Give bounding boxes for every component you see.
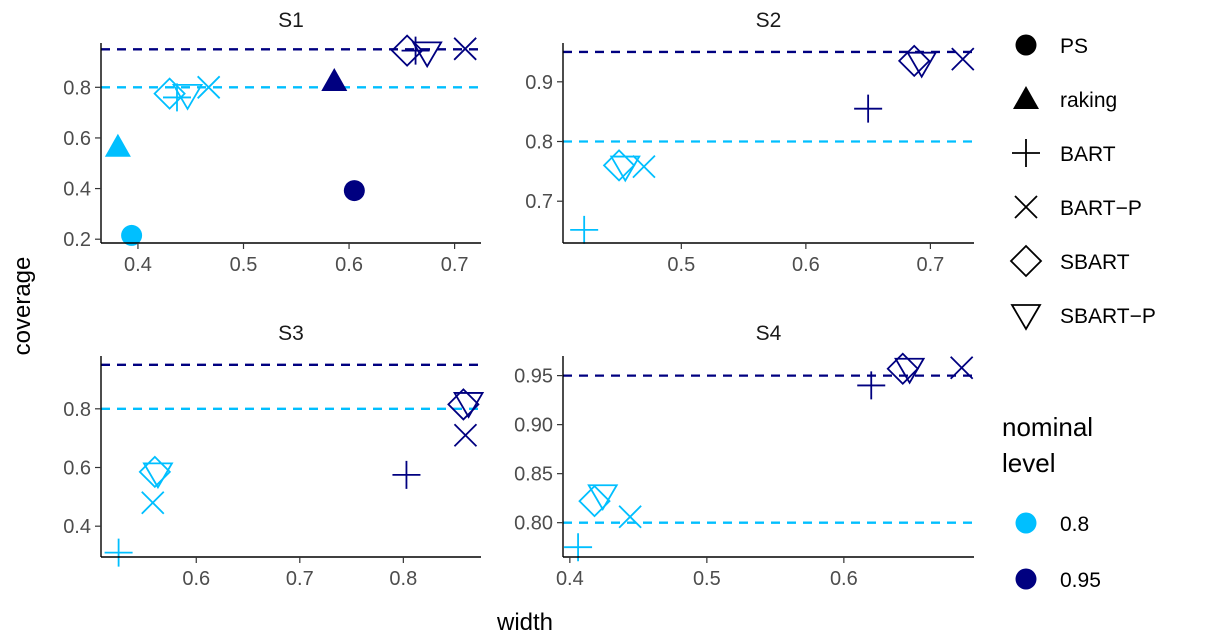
legend-shape-label: BART <box>1060 143 1116 166</box>
legend-shape-label: raking <box>1060 89 1117 112</box>
point-bart-p-0-95 <box>950 356 974 380</box>
y-tick-label: 0.4 <box>63 179 91 201</box>
color-legend-title: nominal <box>1002 412 1093 442</box>
y-axis-title: coverage <box>9 257 36 356</box>
point-sbart-0-95 <box>897 44 931 78</box>
color-legend: nominal level 0.8 0.95 <box>1002 412 1101 592</box>
point-bart-p-0-8 <box>632 154 656 179</box>
x-tick-label: 0.5 <box>667 254 695 276</box>
x-tick-label: 0.5 <box>230 254 258 276</box>
y-tick-label: 0.6 <box>63 458 91 480</box>
point-sbart-p-0-95 <box>453 392 485 419</box>
shape-legend: PS raking BART BART−P SBART SBART−P <box>1009 34 1156 331</box>
point-bart-p-0-95 <box>951 47 975 71</box>
point-bart-p-0-8 <box>141 491 165 515</box>
x-tick-label: 0.7 <box>917 254 945 276</box>
panel-s4: S4 0.4 0.5 0.6 0.80 0.85 0.90 0.95 <box>514 322 974 590</box>
legend-triangle-down-icon <box>1010 304 1042 331</box>
legend-color-dot-icon <box>1015 512 1037 534</box>
y-tick-label: 0.85 <box>514 464 553 486</box>
x-tick-label: 0.6 <box>335 254 363 276</box>
panel-title: S4 <box>756 322 782 345</box>
point-sbart-p-0-95 <box>894 357 926 385</box>
legend-shape-label: SBART <box>1060 251 1130 274</box>
point-sbart-0-8 <box>602 149 636 182</box>
x-tick-label: 0.4 <box>556 568 584 590</box>
color-legend-title: level <box>1002 448 1055 478</box>
point-sbart-0-95 <box>447 388 480 421</box>
point-sbart-p-0-8 <box>587 484 619 512</box>
x-tick-label: 0.8 <box>389 568 417 590</box>
y-tick-label: 0.95 <box>514 366 553 388</box>
legend-shape-label: BART−P <box>1060 197 1142 220</box>
x-tick-label: 0.6 <box>182 568 210 590</box>
point-raking-0-8 <box>104 133 131 157</box>
y-tick-label: 0.80 <box>514 513 553 535</box>
legend-shape-label: PS <box>1060 35 1088 58</box>
point-bart-p-0-8 <box>197 75 221 99</box>
point-ps-0-8 <box>121 224 143 246</box>
point-bart-p-0-8 <box>618 505 642 529</box>
panel-title: S1 <box>278 9 304 32</box>
legend-shape-label: SBART−P <box>1060 305 1156 328</box>
x-tick-label: 0.7 <box>441 254 469 276</box>
point-bart-0-8 <box>163 83 191 112</box>
legend-color-dot-icon <box>1015 568 1037 590</box>
y-tick-label: 0.6 <box>63 128 91 150</box>
point-sbart-0-8 <box>138 455 172 489</box>
point-bart-0-8 <box>570 215 599 244</box>
point-bart-0-95 <box>857 371 886 400</box>
y-tick-label: 0.8 <box>63 77 91 99</box>
point-raking-0-95 <box>321 67 348 91</box>
point-sbart-p-0-8 <box>142 462 174 490</box>
legend-color-label: 0.95 <box>1060 569 1101 592</box>
panel-title: S2 <box>756 9 782 32</box>
y-tick-label: 0.8 <box>525 132 553 154</box>
point-sbart-p-0-95 <box>411 41 443 69</box>
y-tick-label: 0.4 <box>63 516 91 538</box>
legend-circle-icon <box>1015 34 1037 56</box>
panel-s1: S1 0.4 0.5 0.6 0.7 0.2 0.4 0.6 0.8 <box>63 9 481 276</box>
legend-plus-icon <box>1012 139 1040 167</box>
x-axis-title: width <box>496 609 553 636</box>
point-sbart-p-0-8 <box>609 155 641 183</box>
y-tick-label: 0.2 <box>63 229 91 251</box>
point-sbart-0-95 <box>390 34 424 67</box>
x-tick-label: 0.6 <box>830 568 858 590</box>
panel-s2: S2 0.5 0.6 0.7 0.7 0.8 0.9 <box>525 9 975 276</box>
legend-color-label: 0.8 <box>1060 513 1089 536</box>
x-tick-label: 0.5 <box>693 568 721 590</box>
legend-diamond-icon <box>1009 244 1043 278</box>
x-tick-label: 0.7 <box>286 568 314 590</box>
point-sbart-0-8 <box>578 484 611 518</box>
y-tick-label: 0.9 <box>525 72 553 94</box>
point-bart-p-0-95 <box>453 37 477 61</box>
point-sbart-0-95 <box>886 352 920 386</box>
y-tick-label: 0.90 <box>514 415 553 437</box>
point-bart-0-95 <box>392 460 421 489</box>
point-sbart-0-8 <box>153 77 186 110</box>
panel-s3: S3 0.6 0.7 0.8 0.4 0.6 0.8 <box>63 322 485 590</box>
x-tick-label: 0.4 <box>124 254 152 276</box>
y-tick-label: 0.8 <box>63 399 91 421</box>
legend-cross-icon <box>1014 195 1038 219</box>
point-bart-0-95 <box>854 94 883 123</box>
y-tick-label: 0.7 <box>525 191 553 213</box>
point-ps-0-95 <box>343 180 365 202</box>
panels: S1 0.4 0.5 0.6 0.7 0.2 0.4 0.6 0.8 S2 0.5 0.6 0.7 0.7… <box>63 9 975 590</box>
panel-title: S3 <box>278 322 304 345</box>
point-bart-0-95 <box>401 36 430 65</box>
point-bart-0-8 <box>104 538 133 567</box>
x-tick-label: 0.6 <box>792 254 820 276</box>
point-bart-p-0-95 <box>453 423 478 447</box>
legend-triangle-icon <box>1013 86 1039 109</box>
point-sbart-p-0-95 <box>906 51 938 79</box>
